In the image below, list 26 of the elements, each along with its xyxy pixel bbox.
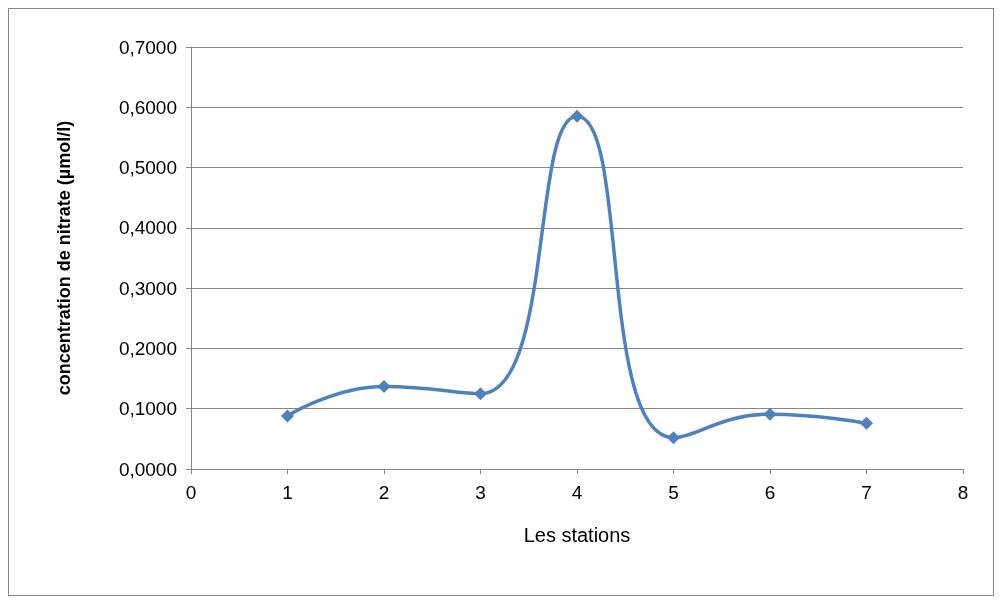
- x-tick-label: 2: [378, 482, 390, 503]
- point: [570, 109, 584, 123]
- y-tick-label: 0,6000: [118, 96, 177, 118]
- x-tick-label: 0: [185, 482, 197, 503]
- y-tick-label: 0,0000: [118, 458, 177, 480]
- y-tick-label: 0,3000: [118, 277, 177, 299]
- x-tick-label: 4: [571, 482, 583, 503]
- x-tick-label: 8: [957, 482, 969, 503]
- x-tick-label: 1: [282, 482, 293, 503]
- y-axis-title: concentration de nitrate (µmol/l): [54, 120, 74, 396]
- y-tick-label: 0,5000: [118, 157, 177, 179]
- point: [667, 431, 680, 445]
- x-tick-label: 5: [668, 482, 679, 503]
- y-tick-label: 0,2000: [118, 337, 177, 359]
- point: [763, 407, 777, 421]
- x-axis-title: Les stations: [523, 524, 631, 546]
- x-tick-label: 6: [764, 482, 776, 503]
- point: [377, 379, 391, 393]
- point: [474, 387, 487, 401]
- point: [860, 416, 873, 430]
- x-tick-label: 7: [861, 482, 872, 503]
- y-tick-label: 0,4000: [118, 217, 177, 239]
- point: [281, 409, 294, 423]
- y-tick-label: 0,7000: [118, 36, 177, 58]
- y-tick-label: 0,1000: [118, 398, 177, 420]
- x-tick-label: 3: [475, 482, 486, 503]
